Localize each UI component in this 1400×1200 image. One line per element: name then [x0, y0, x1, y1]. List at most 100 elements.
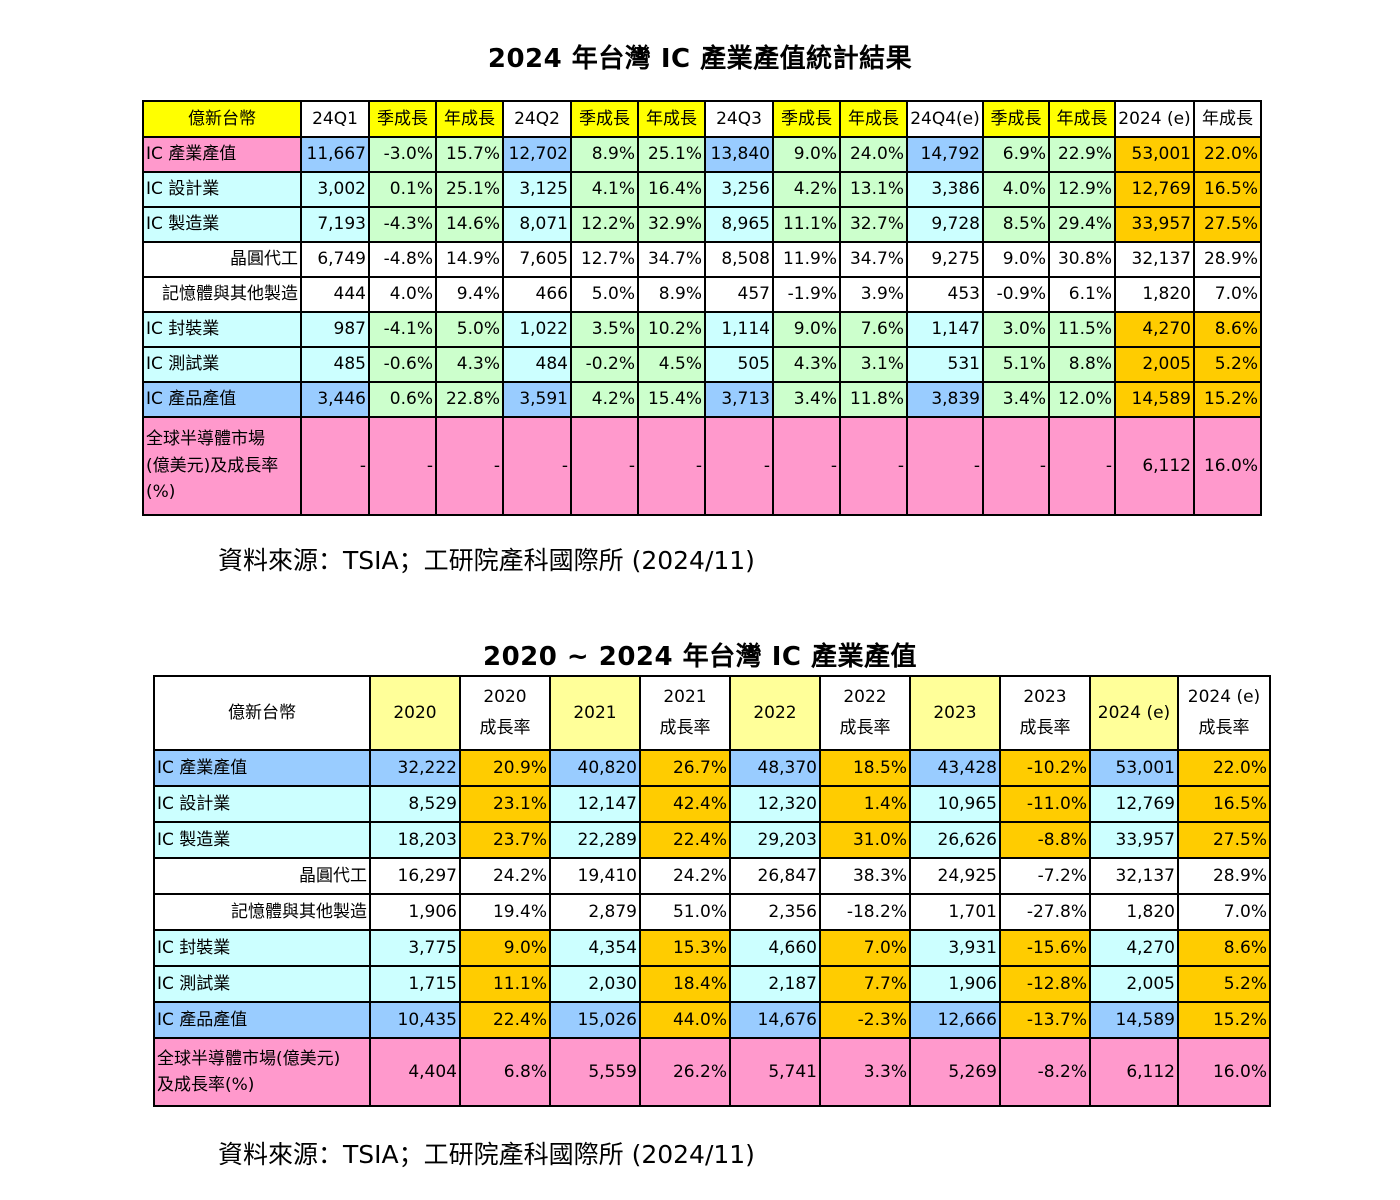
table1-cell: 14.9% — [435, 241, 504, 278]
table1-cell: - — [300, 416, 370, 516]
table1-cell: 11.9% — [772, 241, 841, 278]
table2-cell: 3,775 — [369, 929, 461, 967]
table1-cell: 453 — [906, 276, 984, 313]
table1-cell: 5.0% — [435, 311, 504, 348]
table1-cell: 3,446 — [300, 381, 370, 418]
table1-cell: 3,125 — [502, 171, 572, 208]
table2-cell: 18.4% — [639, 965, 731, 1003]
table2-cell: 14,589 — [1089, 1001, 1179, 1039]
table1-row: 晶圓代工 6,749 -4.8% 14.9% 7,605 12.7% 34.7% 8,508 1… — [142, 241, 1262, 278]
table1-cell: 0.1% — [368, 171, 437, 208]
table1-header-cell: 年成長 — [1048, 100, 1116, 138]
table1-cell: 11.1% — [772, 206, 841, 243]
table1-header-cell: 季成長 — [570, 100, 639, 138]
table1-cell: 3,839 — [906, 381, 984, 418]
table2-row-label: 全球半導體市場(億美元) 及成長率(%) — [153, 1037, 371, 1107]
table1-row: IC 產品產值 3,446 0.6% 22.8% 3,591 4.2% 15.4% 3,713… — [142, 381, 1262, 418]
table2-cell: 32,222 — [369, 749, 461, 787]
table1-row: IC 產業產值 11,667 -3.0% 15.7% 12,702 8.9% 25.1% 13… — [142, 136, 1262, 173]
table1-cell: 8.9% — [570, 136, 639, 173]
table2-header-line: 2022 — [843, 687, 887, 708]
table1-cell: 6.9% — [982, 136, 1050, 173]
table1-cell: 34.7% — [637, 241, 706, 278]
table2-cell: 6.8% — [459, 1037, 551, 1107]
table2-cell: 2,005 — [1089, 965, 1179, 1003]
table2-header-cell: 2021 成長率 — [639, 675, 731, 751]
table2-row: 晶圓代工 16,297 24.2% 19,410 24.2% 26,847 38.3% 24,… — [153, 857, 1271, 895]
table2-cell: 14,676 — [729, 1001, 821, 1039]
table2-cell: 12,147 — [549, 785, 641, 823]
table1-row-label: 全球半導體市場 (億美元)及成長率 (%) — [142, 416, 302, 516]
table1-cell: -0.2% — [570, 346, 639, 383]
table1-row-label: IC 產品產值 — [142, 381, 302, 418]
table1-cell: 9.0% — [772, 136, 841, 173]
table1-cell: - — [435, 416, 504, 516]
table1-header-cell: 年成長 — [637, 100, 706, 138]
table1-cell: 11.5% — [1048, 311, 1116, 348]
table1-cell: 4.3% — [435, 346, 504, 383]
table1-cell: 22.0% — [1193, 136, 1262, 173]
table2-header-line: 成長率 — [1019, 718, 1071, 738]
table2-row-label: IC 設計業 — [153, 785, 371, 823]
table1-cell: 12.7% — [570, 241, 639, 278]
table1-header-cell: 2024 (e) — [1114, 100, 1195, 138]
table1-row: IC 製造業 7,193 -4.3% 14.6% 8,071 12.2% 32.9% 8,96… — [142, 206, 1262, 243]
table1-title: 2024 年台灣 IC 產業產值統計結果 — [487, 44, 913, 74]
table1-cell: 12.9% — [1048, 171, 1116, 208]
table1-cell: 4.3% — [772, 346, 841, 383]
table1-cell: 24.0% — [839, 136, 908, 173]
table1-cell: 987 — [300, 311, 370, 348]
table1-cell: -4.8% — [368, 241, 437, 278]
table1-header-cell: 季成長 — [772, 100, 841, 138]
table1-cell: 28.9% — [1193, 241, 1262, 278]
table2-header-cell: 2020 — [369, 675, 461, 751]
table1-cell: - — [368, 416, 437, 516]
table1-cell: 3,002 — [300, 171, 370, 208]
table1-cell: 457 — [704, 276, 774, 313]
table2-cell: -7.2% — [999, 857, 1091, 895]
table1-cell: - — [982, 416, 1050, 516]
table2-header-cell: 2022 — [729, 675, 821, 751]
table1-cell: 27.5% — [1193, 206, 1262, 243]
table2-row-label-line: 及成長率(%) — [157, 1075, 255, 1095]
table1-cell: 5.0% — [570, 276, 639, 313]
table1-header-cell: 季成長 — [368, 100, 437, 138]
table2-cell: 1,715 — [369, 965, 461, 1003]
table1-cell: 15.2% — [1193, 381, 1262, 418]
table2-cell: 16.5% — [1177, 785, 1271, 823]
table2-cell: 32,137 — [1089, 857, 1179, 895]
table2-header-cell: 2022 成長率 — [819, 675, 911, 751]
table1-cell: 32.9% — [637, 206, 706, 243]
table1-cell: 34.7% — [839, 241, 908, 278]
table1-cell: -3.0% — [368, 136, 437, 173]
table2-cell: 12,769 — [1089, 785, 1179, 823]
table2-cell: -8.2% — [999, 1037, 1091, 1107]
table2-header-line: 成長率 — [659, 718, 711, 738]
table1-cell: 8.5% — [982, 206, 1050, 243]
table1-row-label: IC 設計業 — [142, 171, 302, 208]
table2-cell: 29,203 — [729, 821, 821, 859]
table1-header-cell: 年成長 — [1193, 100, 1262, 138]
table1-cell: 32,137 — [1114, 241, 1195, 278]
table2-cell: 40,820 — [549, 749, 641, 787]
table1-ic-quarterly: 億新台幣 24Q1 季成長 年成長 24Q2 季成長 年成長 24Q3 季成長 年成長 24Q4(e… — [142, 100, 1262, 516]
table1-cell: 11.8% — [839, 381, 908, 418]
table2-header-cell: 2023 成長率 — [999, 675, 1091, 751]
table2-header-line: 億新台幣 — [228, 702, 296, 723]
table2-cell: 12,666 — [909, 1001, 1001, 1039]
table1-row-label-line: 全球半導體市場 — [146, 429, 265, 450]
table1-cell: 15.4% — [637, 381, 706, 418]
table2-header-cell: 2024 (e) 成長率 — [1177, 675, 1271, 751]
table2-cell: 5,741 — [729, 1037, 821, 1107]
table2-cell: 8,529 — [369, 785, 461, 823]
table1-cell: 9.4% — [435, 276, 504, 313]
table1-cell: 12,702 — [502, 136, 572, 173]
table1-cell: 15.7% — [435, 136, 504, 173]
table2-cell: 5,269 — [909, 1037, 1001, 1107]
table2-cell: 9.0% — [459, 929, 551, 967]
table1-cell: 22.8% — [435, 381, 504, 418]
table1-cell: 25.1% — [435, 171, 504, 208]
table1-cell: 0.6% — [368, 381, 437, 418]
table1-row: IC 設計業 3,002 0.1% 25.1% 3,125 4.1% 16.4% 3,256 4… — [142, 171, 1262, 208]
table1-cell: 466 — [502, 276, 572, 313]
